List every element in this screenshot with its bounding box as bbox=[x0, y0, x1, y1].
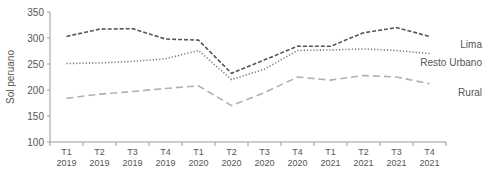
y-tick-label: 200 bbox=[27, 85, 44, 96]
x-tick-label: T22020 bbox=[221, 147, 241, 168]
x-tick-label: T32019 bbox=[122, 147, 142, 168]
y-tick bbox=[47, 90, 50, 91]
y-axis-label: Sol peruano bbox=[5, 50, 16, 104]
x-tick bbox=[413, 142, 414, 146]
x-tick-label: T42021 bbox=[419, 147, 439, 168]
x-tick bbox=[281, 142, 282, 146]
y-tick-label: 350 bbox=[27, 7, 44, 18]
x-tick-label: T12021 bbox=[320, 147, 340, 168]
x-tick-label: T22021 bbox=[353, 147, 373, 168]
x-tick-label: T22019 bbox=[89, 147, 109, 168]
y-tick-label: 300 bbox=[27, 33, 44, 44]
x-tick-label: T42020 bbox=[287, 147, 307, 168]
series-line bbox=[67, 28, 430, 74]
legend-label: Resto Urbano bbox=[420, 57, 482, 68]
y-tick-label: 250 bbox=[27, 59, 44, 70]
x-tick bbox=[347, 142, 348, 146]
x-tick bbox=[380, 142, 381, 146]
chart: 100 150 200 250 300 350 Sol peruano T12019 T2201… bbox=[0, 0, 490, 185]
x-tick bbox=[50, 142, 51, 146]
x-tick-label: T42019 bbox=[155, 147, 175, 168]
x-tick-label: T32021 bbox=[386, 147, 406, 168]
y-tick bbox=[47, 12, 50, 13]
series-line bbox=[67, 49, 430, 80]
x-tick-label: T12019 bbox=[56, 147, 76, 168]
y-tick-label: 100 bbox=[27, 137, 44, 148]
x-tick-label: T32020 bbox=[254, 147, 274, 168]
x-tick bbox=[149, 142, 150, 146]
x-tick-label: T12020 bbox=[188, 147, 208, 168]
y-tick bbox=[47, 116, 50, 117]
x-tick bbox=[116, 142, 117, 146]
legend-label: Lima bbox=[460, 39, 482, 50]
y-tick bbox=[47, 64, 50, 65]
x-tick bbox=[83, 142, 84, 146]
legend-label: Rural bbox=[458, 87, 482, 98]
plot-area bbox=[67, 28, 430, 106]
series-line bbox=[67, 75, 430, 105]
x-tick bbox=[215, 142, 216, 146]
x-tick bbox=[446, 142, 447, 146]
x-tick bbox=[314, 142, 315, 146]
x-tick bbox=[182, 142, 183, 146]
y-tick-label: 150 bbox=[27, 111, 44, 122]
y-axis bbox=[50, 12, 51, 142]
y-tick bbox=[47, 38, 50, 39]
x-tick bbox=[248, 142, 249, 146]
